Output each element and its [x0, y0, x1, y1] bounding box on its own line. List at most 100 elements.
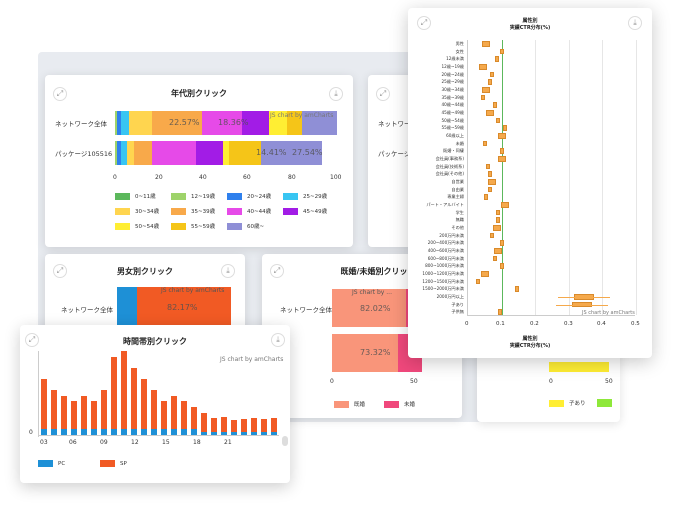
box-plot-box [486, 163, 491, 170]
hour-bar-pc [211, 432, 217, 435]
expand-icon[interactable]: ⤢ [53, 87, 67, 101]
age-legend-item[interactable]: 60歳~ [227, 222, 264, 230]
marital-bar-package-married [332, 334, 398, 372]
box-row-label: その他 [451, 225, 464, 230]
age-bar-segment [222, 141, 230, 165]
box-plot-box [485, 110, 494, 116]
hour-bar-sp [91, 401, 97, 430]
box-x-tick: 0.1 [496, 321, 505, 327]
box-row-label: 25歳~29歳 [441, 79, 464, 85]
expand-icon[interactable]: ⤢ [417, 16, 431, 30]
age-bar-network [115, 111, 337, 135]
box-plot-box [479, 64, 488, 70]
download-icon[interactable]: ⤓ [271, 333, 285, 347]
box-plot-box [487, 186, 492, 193]
hour-bar-sp [141, 379, 147, 430]
hour-bar-pc [71, 429, 77, 435]
marital-legend-unmarried[interactable]: 未婚 [384, 400, 415, 408]
age-bar-segment [242, 111, 270, 135]
box-plot-whisker [557, 296, 610, 298]
age-bar-segment [229, 141, 262, 165]
hour-bar-pc [191, 429, 197, 435]
download-icon[interactable]: ⤓ [329, 87, 343, 101]
download-icon[interactable]: ⤓ [221, 264, 235, 278]
marital-chart-title: 既婚/未婚別クリック [340, 267, 416, 276]
hour-bar-pc [131, 429, 137, 435]
age-bar-segment [302, 111, 337, 135]
expand-icon[interactable]: ⤢ [270, 264, 284, 278]
box-row-label: 55歳~59歳 [441, 125, 464, 131]
hour-bar-sp [191, 407, 197, 430]
box-chart-bottom-subtitle: 実績CTR分布(%) [509, 343, 551, 349]
box-plot-box [499, 148, 504, 154]
age-chart-title: 年代別クリック [171, 89, 227, 98]
hour-scrollbar[interactable] [282, 436, 288, 446]
box-plot-box [494, 56, 499, 62]
hour-bar-pc [91, 429, 97, 435]
hour-legend-pc[interactable]: PC [38, 460, 65, 467]
age-legend-item[interactable]: 55~59歳 [171, 222, 215, 230]
hour-legend-sp[interactable]: SP [100, 460, 127, 467]
age-x-tick: 40 [199, 174, 207, 181]
hour-chart-credit: JS chart by amCharts [220, 356, 284, 363]
age-bar-segment [117, 111, 121, 135]
gender-chart-credit: JS chart by amCharts [161, 287, 225, 294]
box-row-label: 自由業 [451, 186, 464, 192]
child-legend-green-swatch[interactable] [597, 399, 612, 407]
expand-icon[interactable]: ⤢ [53, 264, 67, 278]
box-row-label: 800~1000万円未満 [425, 263, 464, 269]
marital-legend-married[interactable]: 既婚 [334, 400, 365, 408]
age-x-tick: 0 [113, 174, 117, 181]
peek-row-label: パッケージ [378, 150, 411, 158]
box-chart-title: 属性別 [522, 18, 538, 24]
box-plot-box [496, 209, 501, 216]
hour-y-axis [38, 351, 39, 437]
hour-bar-pc [201, 432, 207, 435]
box-plot-box [480, 271, 489, 277]
age-legend-item[interactable]: 12~19歳 [171, 192, 215, 200]
age-bar-segment [127, 141, 134, 165]
box-row-label: 男性 [455, 41, 464, 46]
expand-icon[interactable]: ⤢ [376, 87, 390, 101]
hour-bar-sp [271, 418, 277, 433]
box-plot-box [489, 71, 494, 78]
hour-bar-sp [221, 416, 227, 433]
box-row-labels: 男性 女性 12歳未満 12歳~19歳 20歳~24歳 25歳~29歳 30歳~34歳 35歳… [408, 40, 464, 316]
age-row-label-network: ネットワーク全体 [55, 120, 107, 128]
box-plot-box [497, 133, 506, 139]
box-row-label: 35歳~39歳 [441, 94, 464, 100]
box-plot-box [499, 240, 504, 246]
hour-bar-sp [121, 351, 127, 430]
box-row-label: 既婚・同棲 [443, 148, 464, 154]
hour-plot [39, 351, 285, 435]
box-row-label: 12歳~19歳 [441, 64, 464, 69]
age-legend-item[interactable]: 40~44歳 [227, 207, 271, 215]
age-legend-item[interactable]: 35~39歳 [171, 207, 215, 215]
age-legend-item[interactable]: 20~24歳 [227, 192, 271, 200]
age-legend-item[interactable]: 30~34歳 [115, 207, 159, 215]
download-icon[interactable]: ⤓ [628, 16, 642, 30]
age-x-tick: 20 [155, 174, 163, 181]
age-legend-item[interactable]: 25~29歳 [283, 192, 327, 200]
hour-x-tick: 12 [131, 439, 139, 446]
box-row-label: 400~600万円未満 [427, 248, 464, 253]
box-row-label: 2000万円以上 [436, 294, 464, 299]
age-bar-segment [115, 141, 118, 165]
expand-icon[interactable]: ⤢ [25, 333, 39, 347]
hour-bar-sp [201, 412, 207, 433]
age-legend-item[interactable]: 45~49歳 [283, 207, 327, 215]
age-click-card: ⤢ ⤓ 年代別クリック ネットワーク全体 パッケージ105516 22.57% … [45, 75, 353, 247]
age-legend-item[interactable]: 50~54歳 [115, 222, 159, 230]
peek-row-label: ネットワーク全体 [378, 120, 418, 128]
box-plot-box [482, 87, 491, 93]
box-row-label: 自営業 [451, 179, 464, 184]
marital-bar-network-married [332, 289, 406, 327]
hour-x-tick: 21 [224, 439, 232, 446]
age-label-35-39: 22.57% [169, 118, 200, 127]
age-legend-item[interactable]: 0~11歳 [115, 192, 156, 200]
child-legend-with-child[interactable]: 子あり [549, 399, 586, 407]
age-row-label-package: パッケージ105516 [55, 150, 113, 158]
hour-bar-sp [181, 401, 187, 430]
hour-bar-sp [171, 395, 177, 430]
hour-x-tick: 15 [162, 439, 170, 446]
